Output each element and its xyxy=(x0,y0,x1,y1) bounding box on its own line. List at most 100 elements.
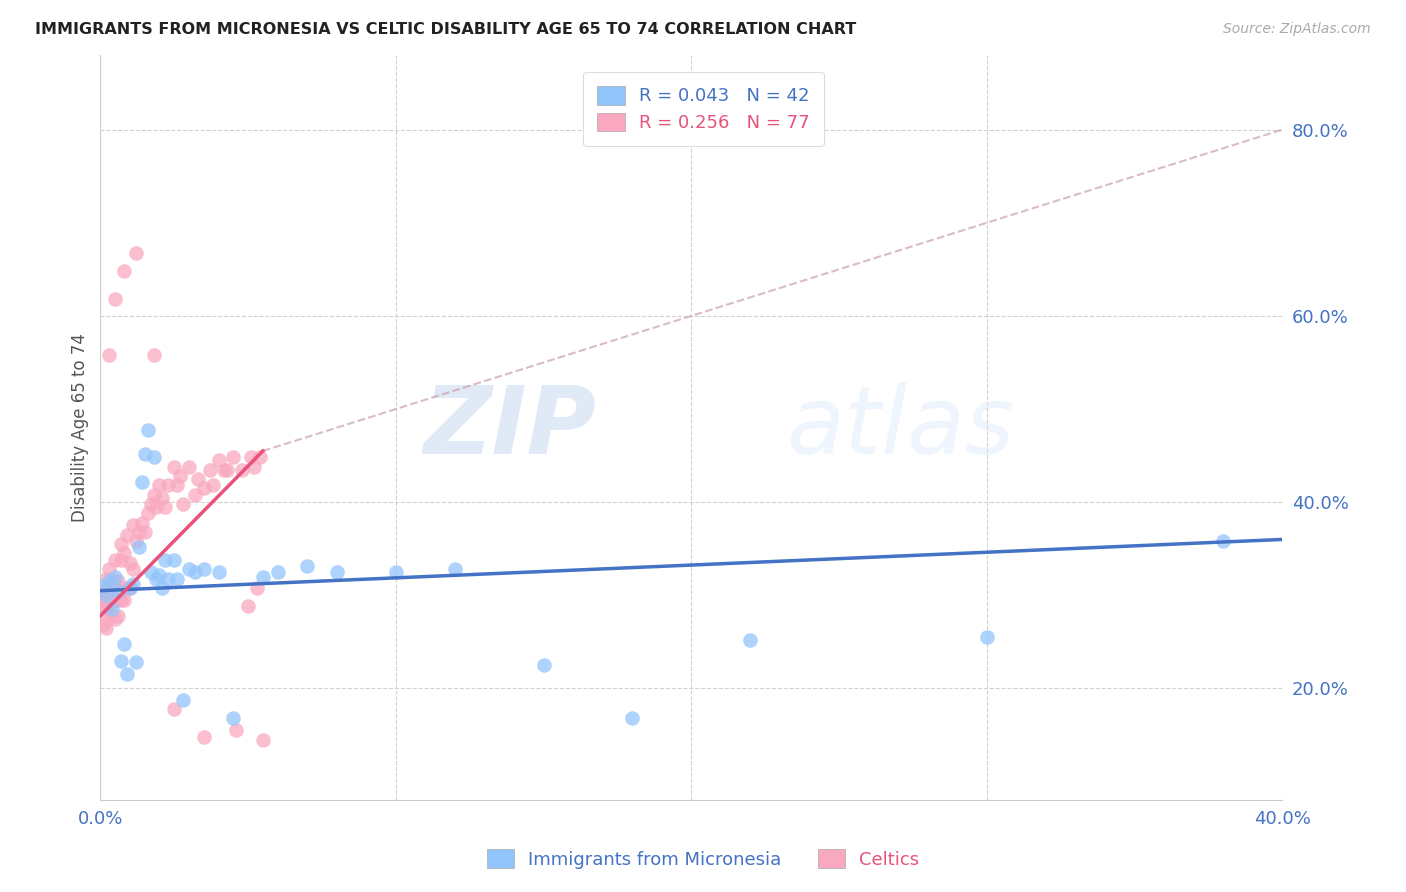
Point xyxy=(139,497,162,511)
Point xyxy=(98,562,121,576)
Point xyxy=(104,612,127,626)
Point xyxy=(142,348,165,362)
Point xyxy=(152,491,174,505)
Point xyxy=(131,516,153,530)
Point xyxy=(184,488,207,502)
Point xyxy=(115,528,138,542)
Point xyxy=(112,546,135,560)
Point xyxy=(621,711,644,725)
Point xyxy=(193,481,215,495)
Point xyxy=(222,711,245,725)
Point xyxy=(240,450,263,465)
Point xyxy=(214,462,236,476)
Point xyxy=(225,723,247,738)
Point xyxy=(115,581,138,595)
Point xyxy=(145,572,167,586)
Point xyxy=(96,572,118,586)
Point xyxy=(155,500,177,514)
Point xyxy=(231,462,253,476)
Point xyxy=(142,450,165,465)
Point xyxy=(101,608,124,623)
Point xyxy=(96,593,118,607)
Point xyxy=(295,558,318,573)
Point xyxy=(96,602,118,616)
Point xyxy=(207,565,229,579)
Point xyxy=(166,478,188,492)
Point xyxy=(91,602,114,616)
Point xyxy=(125,534,148,549)
Point xyxy=(118,581,141,595)
Point xyxy=(107,593,129,607)
Point xyxy=(104,292,127,306)
Point xyxy=(110,537,132,551)
Point xyxy=(101,602,124,616)
Point xyxy=(101,574,124,589)
Point xyxy=(198,462,221,476)
Point xyxy=(1212,534,1234,549)
Point xyxy=(118,556,141,570)
Point xyxy=(187,472,209,486)
Point xyxy=(112,264,135,278)
Point xyxy=(110,653,132,667)
Point xyxy=(533,658,555,673)
Point xyxy=(107,574,129,589)
Point xyxy=(145,500,167,514)
Point xyxy=(201,478,224,492)
Point xyxy=(104,593,127,607)
Point xyxy=(107,583,129,598)
Point xyxy=(976,630,998,644)
Point xyxy=(193,730,215,744)
Point xyxy=(266,565,288,579)
Point xyxy=(104,593,127,607)
Point xyxy=(98,574,121,589)
Point xyxy=(121,518,143,533)
Text: Source: ZipAtlas.com: Source: ZipAtlas.com xyxy=(1223,22,1371,37)
Point xyxy=(110,593,132,607)
Point xyxy=(157,478,180,492)
Point xyxy=(184,565,207,579)
Point xyxy=(91,618,114,632)
Point xyxy=(236,599,259,614)
Point xyxy=(148,478,170,492)
Point xyxy=(96,588,118,602)
Point xyxy=(193,562,215,576)
Point xyxy=(385,565,408,579)
Point xyxy=(98,593,121,607)
Point xyxy=(325,565,347,579)
Point xyxy=(142,488,165,502)
Point xyxy=(136,507,159,521)
Point xyxy=(163,553,186,567)
Text: IMMIGRANTS FROM MICRONESIA VS CELTIC DISABILITY AGE 65 TO 74 CORRELATION CHART: IMMIGRANTS FROM MICRONESIA VS CELTIC DIS… xyxy=(35,22,856,37)
Point xyxy=(139,565,162,579)
Point xyxy=(121,577,143,591)
Point xyxy=(101,593,124,607)
Point xyxy=(172,497,194,511)
Point xyxy=(96,615,118,629)
Point xyxy=(112,593,135,607)
Point xyxy=(112,637,135,651)
Point xyxy=(177,562,200,576)
Point xyxy=(166,572,188,586)
Point xyxy=(128,524,150,539)
Point xyxy=(121,562,143,576)
Point xyxy=(96,621,118,635)
Point xyxy=(131,475,153,489)
Point xyxy=(136,423,159,437)
Point xyxy=(249,450,271,465)
Point xyxy=(91,583,114,598)
Point xyxy=(128,540,150,554)
Point xyxy=(115,667,138,681)
Point xyxy=(222,450,245,465)
Text: atlas: atlas xyxy=(786,382,1014,473)
Point xyxy=(125,656,148,670)
Point xyxy=(107,608,129,623)
Point xyxy=(252,732,274,747)
Point xyxy=(172,692,194,706)
Point xyxy=(217,462,239,476)
Point xyxy=(169,469,191,483)
Y-axis label: Disability Age 65 to 74: Disability Age 65 to 74 xyxy=(72,334,89,522)
Legend: Immigrants from Micronesia, Celtics: Immigrants from Micronesia, Celtics xyxy=(479,842,927,876)
Point xyxy=(243,459,266,474)
Point xyxy=(118,581,141,595)
Point xyxy=(98,581,121,595)
